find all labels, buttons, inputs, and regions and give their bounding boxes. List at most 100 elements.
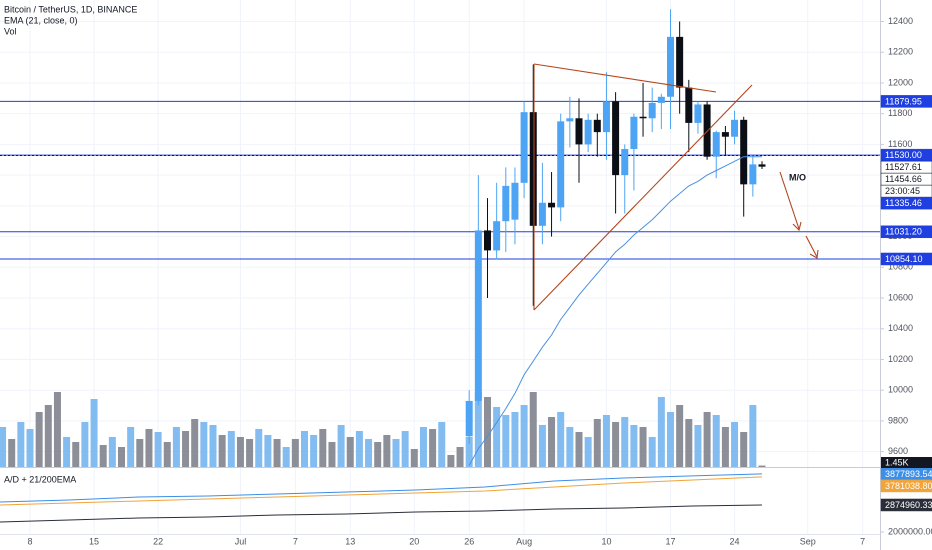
- candle-body: [465, 400, 473, 437]
- volume-bar: [456, 447, 464, 467]
- candle-body: [676, 36, 684, 88]
- arrow: [779, 171, 800, 230]
- y-tick-label: 10200: [888, 354, 913, 364]
- volume-bar: [465, 437, 473, 467]
- volume-bar: [319, 429, 327, 467]
- candle-body: [584, 119, 592, 145]
- y-tick-label: 10800: [888, 262, 913, 272]
- x-tick-label: 7: [860, 536, 865, 546]
- volume-bar: [429, 429, 437, 467]
- volume-bar: [172, 427, 180, 467]
- candle-layer: [465, 9, 766, 466]
- volume-bar: [474, 392, 482, 467]
- lower-title: A/D + 21/200EMA: [4, 474, 76, 484]
- candle-body: [694, 104, 702, 123]
- volume-legend: Vol: [4, 26, 17, 36]
- volume-bar: [621, 417, 629, 467]
- arrow-head: [792, 221, 802, 232]
- volume-bar: [72, 442, 80, 467]
- ema-legend: EMA (21, close, 0): [4, 15, 78, 25]
- x-tick-label: Aug: [516, 536, 532, 546]
- volume-bar: [612, 422, 620, 467]
- volume-bar: [410, 449, 418, 467]
- candle-body: [721, 132, 729, 137]
- candle-body: [493, 221, 501, 251]
- volume-bar: [529, 392, 537, 467]
- volume-bar: [584, 437, 592, 467]
- y-tick-label: 12000: [888, 77, 913, 87]
- y-tick-label: 9800: [888, 415, 908, 425]
- volume-bar: [419, 427, 427, 467]
- candle-body: [538, 202, 546, 226]
- volume-bar: [575, 432, 583, 467]
- y-tick-label: 12400: [888, 16, 913, 26]
- candle-body: [639, 116, 647, 119]
- level-label: 10854.10: [885, 254, 923, 264]
- volume-bar: [712, 415, 720, 467]
- volume-bar: [154, 432, 162, 467]
- ad-line: [0, 473, 763, 503]
- volume-bar: [282, 447, 290, 467]
- volume-bar: [191, 419, 199, 467]
- y-tick-label: 10600: [888, 292, 913, 302]
- price-label: 11335.46: [885, 198, 922, 208]
- axis-layer: 1240012200120001180011600114001120011000…: [27, 16, 932, 546]
- ad-line: [0, 476, 763, 506]
- volume-bar: [703, 412, 711, 467]
- volume-bar: [630, 425, 638, 467]
- volume-bar: [721, 427, 729, 467]
- volume-bar: [740, 432, 748, 467]
- volume-bar: [557, 412, 565, 467]
- volume-bar: [676, 405, 684, 467]
- volume-bar: [749, 405, 757, 467]
- volume-bar: [227, 431, 235, 467]
- volume-bar: [218, 435, 226, 467]
- volume-bar: [255, 429, 263, 467]
- ad-label-box: [880, 498, 932, 512]
- volume-bar: [99, 445, 107, 467]
- level-label: 11879.95: [885, 96, 922, 106]
- volume-bar: [301, 431, 308, 467]
- ad-label: 3781038.80: [885, 481, 932, 491]
- volume-bar: [35, 412, 43, 467]
- volume-label-box: [881, 457, 932, 468]
- volume-bar: [44, 405, 52, 467]
- volume-bar: [17, 422, 25, 467]
- volume-bar: [602, 415, 610, 467]
- candle-body: [474, 230, 482, 401]
- volume-bar: [657, 397, 665, 467]
- volume-bar: [337, 425, 345, 467]
- x-tick-label: 20: [409, 536, 419, 546]
- y-tick-label: 10400: [888, 323, 913, 333]
- x-tick-label: Sep: [800, 536, 816, 546]
- x-tick-label: 17: [665, 536, 675, 546]
- volume-bar: [374, 442, 382, 467]
- y-tick-label: 11800: [888, 108, 912, 118]
- candle-body: [667, 36, 674, 97]
- candle-body: [685, 87, 693, 123]
- volume-bar: [383, 435, 391, 467]
- volume-bar: [694, 425, 702, 467]
- volume-bar: [8, 439, 16, 467]
- volume-bar: [310, 435, 318, 467]
- volume-bar: [392, 439, 400, 467]
- volume-bar: [136, 439, 144, 467]
- volume-bar: [639, 427, 647, 467]
- volume-bar: [731, 422, 739, 467]
- volume-layer: [0, 392, 766, 467]
- volume-bar: [548, 417, 556, 467]
- volume-bar: [758, 465, 766, 467]
- volume-bar: [0, 427, 7, 467]
- price-label: 11454.66: [885, 174, 922, 184]
- x-tick-label: 26: [464, 536, 474, 546]
- volume-bar: [511, 412, 519, 467]
- candle-body: [648, 102, 656, 119]
- ad-label: 2874960.33: [885, 500, 932, 510]
- ad-label-box: [880, 479, 932, 493]
- ad-line: [0, 504, 763, 523]
- candle-body: [593, 119, 601, 133]
- y-tick-label: 10000: [888, 385, 913, 395]
- triangle-edge: [533, 63, 717, 93]
- symbol-title: Bitcoin / TetherUS, 1D, BINANCE: [4, 4, 137, 14]
